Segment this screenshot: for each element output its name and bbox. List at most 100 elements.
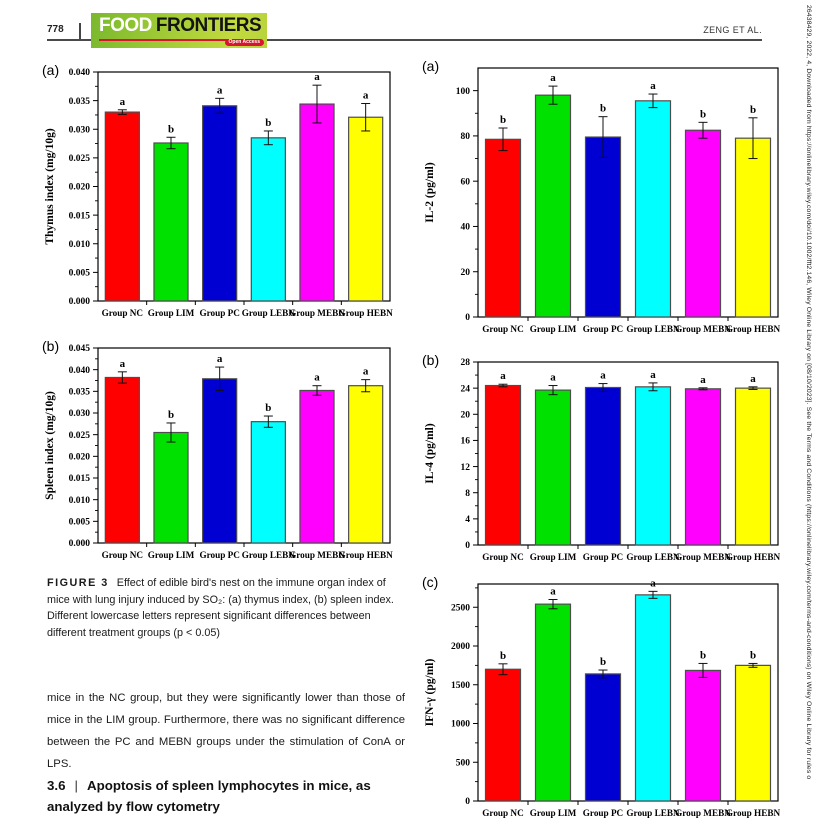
svg-text:b: b bbox=[500, 114, 506, 126]
figure3-panel-b-spleen-index-chart: 0.000 0.005 0.010 0.015 0.020 0.025 0.030 0.035… bbox=[40, 330, 402, 570]
svg-text:b: b bbox=[168, 123, 174, 135]
svg-text:0.020: 0.020 bbox=[69, 183, 91, 193]
figure3-caption-text: Effect of edible bird's nest on the immu… bbox=[47, 577, 394, 640]
svg-text:Group HEBN: Group HEBN bbox=[339, 550, 394, 560]
svg-text:a: a bbox=[120, 358, 126, 370]
page-number: 778 bbox=[47, 24, 64, 35]
svg-text:b: b bbox=[700, 649, 706, 661]
svg-text:Group PC: Group PC bbox=[583, 808, 623, 818]
svg-text:Group LEBN: Group LEBN bbox=[626, 324, 680, 334]
svg-text:0.035: 0.035 bbox=[69, 97, 91, 107]
svg-text:IL-2 (pg/ml): IL-2 (pg/ml) bbox=[424, 162, 436, 223]
svg-text:Spleen index (mg/10g): Spleen index (mg/10g) bbox=[44, 391, 56, 500]
svg-text:b: b bbox=[168, 409, 174, 421]
svg-text:0: 0 bbox=[465, 313, 470, 323]
svg-text:0.040: 0.040 bbox=[69, 366, 91, 376]
svg-text:Group HEBN: Group HEBN bbox=[339, 308, 394, 318]
svg-text:8: 8 bbox=[465, 489, 470, 499]
svg-text:b: b bbox=[750, 104, 756, 116]
svg-text:0.015: 0.015 bbox=[69, 211, 91, 221]
journal-logo-words: FOOD FRONTIERS bbox=[99, 15, 262, 37]
svg-text:Group LEBN: Group LEBN bbox=[626, 808, 680, 818]
svg-text:Group LEBN: Group LEBN bbox=[626, 552, 680, 562]
svg-text:0.010: 0.010 bbox=[69, 240, 91, 250]
svg-text:b: b bbox=[265, 117, 271, 129]
svg-text:a: a bbox=[550, 586, 556, 598]
svg-text:a: a bbox=[650, 577, 656, 589]
header-divider bbox=[79, 23, 81, 40]
download-provenance-sidebar: 26438429, 2022, 4, Downloaded from https… bbox=[805, 5, 812, 780]
svg-text:Thymus index (mg/10g): Thymus index (mg/10g) bbox=[44, 128, 56, 244]
section-heading-3-6: 3.6 | Apoptosis of spleen lymphocytes in m… bbox=[47, 776, 415, 817]
svg-text:Group NC: Group NC bbox=[482, 552, 523, 562]
svg-text:Group NC: Group NC bbox=[102, 308, 143, 318]
svg-text:Group PC: Group PC bbox=[583, 324, 623, 334]
svg-text:Group LIM: Group LIM bbox=[530, 808, 577, 818]
figure4-panel-b-il4-chart: 0 4 8 12 16 20 24 28 a Group NC a Group LIM a Group P… bbox=[420, 344, 790, 572]
figure4-panel-c-ifn-gamma-chart: 0 500 1000 1500 2000 2500 b Group NC a Group LIM b… bbox=[420, 566, 790, 828]
svg-text:20: 20 bbox=[461, 410, 471, 420]
svg-text:b: b bbox=[600, 656, 606, 668]
svg-text:Group MEBN: Group MEBN bbox=[675, 324, 731, 334]
svg-text:Group PC: Group PC bbox=[583, 552, 623, 562]
svg-text:0.005: 0.005 bbox=[69, 269, 91, 279]
svg-text:(b): (b) bbox=[422, 352, 439, 368]
svg-text:500: 500 bbox=[456, 758, 471, 768]
svg-text:Group HEBN: Group HEBN bbox=[726, 552, 781, 562]
svg-text:IL-4 (pg/ml): IL-4 (pg/ml) bbox=[424, 423, 436, 484]
svg-text:a: a bbox=[650, 369, 656, 381]
svg-text:(a): (a) bbox=[422, 58, 439, 74]
journal-logo: FOOD FRONTIERS Open Access bbox=[91, 13, 267, 48]
svg-text:Group LIM: Group LIM bbox=[530, 324, 577, 334]
svg-text:0.045: 0.045 bbox=[69, 344, 91, 354]
figure4-panel-a-il2-chart: 0 20 40 60 80 100 b Group NC a Group LIM b Group PC… bbox=[420, 50, 790, 344]
header-rule bbox=[47, 39, 762, 41]
svg-text:0.040: 0.040 bbox=[69, 68, 91, 78]
svg-text:a: a bbox=[314, 372, 320, 384]
svg-text:Group NC: Group NC bbox=[102, 550, 143, 560]
svg-text:Group MEBN: Group MEBN bbox=[289, 308, 345, 318]
svg-text:(b): (b) bbox=[42, 338, 59, 354]
svg-text:Group LIM: Group LIM bbox=[148, 308, 195, 318]
svg-text:Group LEBN: Group LEBN bbox=[242, 308, 296, 318]
svg-text:0.015: 0.015 bbox=[69, 474, 91, 484]
svg-text:24: 24 bbox=[461, 384, 471, 394]
figure3-panel-a-thymus-index-chart: 0.000 0.005 0.010 0.015 0.020 0.025 0.030 0.035… bbox=[40, 54, 402, 328]
svg-text:0.020: 0.020 bbox=[69, 453, 91, 463]
svg-text:0.035: 0.035 bbox=[69, 388, 91, 398]
svg-text:Group PC: Group PC bbox=[199, 550, 239, 560]
svg-text:0.005: 0.005 bbox=[69, 518, 91, 528]
svg-text:16: 16 bbox=[461, 437, 471, 447]
svg-text:a: a bbox=[650, 80, 656, 92]
figure3-caption: FIGURE 3 Effect of edible bird's nest on … bbox=[47, 575, 403, 642]
svg-text:a: a bbox=[217, 353, 223, 365]
svg-text:b: b bbox=[750, 649, 756, 661]
journal-logo-underline bbox=[99, 39, 237, 41]
svg-text:b: b bbox=[600, 103, 606, 115]
journal-logo-frontiers: FRONTIERS bbox=[155, 15, 262, 36]
svg-text:Group HEBN: Group HEBN bbox=[726, 324, 781, 334]
svg-text:b: b bbox=[700, 108, 706, 120]
svg-text:Group LIM: Group LIM bbox=[530, 552, 577, 562]
figure3-caption-label: FIGURE 3 bbox=[47, 577, 109, 589]
svg-text:0.000: 0.000 bbox=[69, 297, 91, 307]
svg-text:a: a bbox=[700, 374, 706, 386]
journal-logo-food: FOOD bbox=[99, 15, 152, 36]
svg-text:IFN-γ (pg/ml): IFN-γ (pg/ml) bbox=[424, 659, 436, 727]
svg-text:40: 40 bbox=[461, 223, 471, 233]
svg-text:a: a bbox=[314, 71, 320, 83]
svg-text:Group MEBN: Group MEBN bbox=[675, 808, 731, 818]
svg-text:a: a bbox=[120, 96, 126, 108]
svg-text:b: b bbox=[500, 650, 506, 662]
svg-text:1000: 1000 bbox=[451, 720, 470, 730]
svg-text:Group MEBN: Group MEBN bbox=[675, 552, 731, 562]
svg-text:0.030: 0.030 bbox=[69, 409, 91, 419]
section-title: Apoptosis of spleen lymphocytes in mice,… bbox=[47, 778, 371, 814]
svg-text:2500: 2500 bbox=[451, 603, 470, 613]
svg-text:0.000: 0.000 bbox=[69, 539, 91, 549]
svg-text:2000: 2000 bbox=[451, 642, 470, 652]
svg-text:0.030: 0.030 bbox=[69, 125, 91, 135]
open-access-badge: Open Access bbox=[224, 39, 264, 46]
svg-text:Group LIM: Group LIM bbox=[148, 550, 195, 560]
